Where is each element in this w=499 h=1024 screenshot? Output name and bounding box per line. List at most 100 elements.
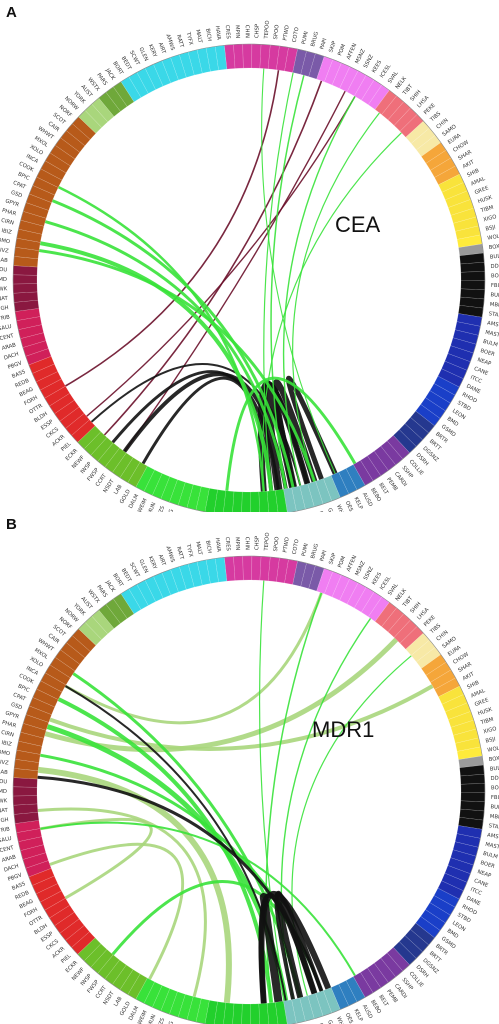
breed-label: AMST bbox=[487, 320, 499, 329]
chord-link bbox=[261, 132, 402, 492]
breed-label: PIEL bbox=[60, 953, 72, 965]
breed-label: BOX bbox=[488, 244, 499, 251]
breed-label: DACH bbox=[3, 351, 19, 361]
breed-segment bbox=[241, 491, 251, 512]
breed-label: MALT bbox=[194, 541, 203, 556]
breed-label: SLOU bbox=[0, 779, 7, 786]
breed-label: ANAT bbox=[0, 296, 9, 303]
breed-label: SALU bbox=[0, 836, 12, 845]
breed-segment bbox=[275, 1000, 288, 1024]
breed-label: BEAG bbox=[19, 386, 35, 398]
breed-label: TYFX bbox=[184, 543, 193, 559]
breed-label: BOX bbox=[488, 756, 499, 763]
chord-link bbox=[86, 96, 356, 417]
breed-label: BICH bbox=[204, 540, 212, 554]
chord-links bbox=[37, 580, 434, 1004]
breed-label: PAPI bbox=[319, 549, 328, 562]
breed-label: INCA bbox=[25, 665, 39, 677]
breed-segment bbox=[275, 488, 288, 512]
breed-segment bbox=[242, 43, 253, 69]
breed-label: BRUG bbox=[310, 543, 320, 559]
breed-label: AMAL bbox=[470, 176, 486, 187]
breed-label: MAAB bbox=[0, 257, 8, 264]
breed-label: KMUN bbox=[146, 1014, 158, 1024]
breed-segment bbox=[460, 280, 486, 291]
breed-label: OES bbox=[344, 1012, 354, 1024]
breed-label: COTO bbox=[292, 539, 301, 555]
breed-label: WOLF bbox=[487, 745, 499, 754]
breed-label: WHPG bbox=[164, 509, 175, 512]
breed-label: BASS bbox=[11, 369, 27, 380]
breed-label: AMWS bbox=[164, 33, 175, 51]
breed-label: DACH bbox=[3, 863, 19, 873]
breed-label: GREY bbox=[326, 507, 337, 512]
chord-link bbox=[258, 580, 287, 1001]
gene-label: CEA bbox=[335, 212, 381, 237]
breed-label: CIRN bbox=[0, 730, 14, 739]
breed-label: PUMI bbox=[301, 30, 310, 45]
breed-segment bbox=[232, 1003, 243, 1024]
breed-label: GREE bbox=[474, 697, 490, 708]
breed-label: BSJI bbox=[485, 736, 496, 744]
breed-label: MPIN bbox=[234, 537, 241, 551]
breed-label: PTWD bbox=[282, 537, 290, 553]
breed-label: CHIN bbox=[244, 25, 250, 38]
breed-label: WHIP bbox=[335, 1016, 346, 1024]
breed-segment bbox=[12, 777, 38, 788]
chord-link bbox=[285, 375, 338, 481]
chord-link bbox=[270, 75, 305, 489]
breed-label: BULM bbox=[482, 851, 498, 861]
chord-links bbox=[38, 68, 402, 492]
breed-label: IBIZ bbox=[1, 228, 13, 236]
breed-label: GPYR bbox=[4, 198, 20, 208]
breed-label: AZWK bbox=[0, 798, 8, 805]
breed-label: PHAR bbox=[1, 720, 17, 730]
breed-segment bbox=[250, 1003, 260, 1024]
breed-label: BOST bbox=[491, 273, 499, 279]
breed-label: GLEN bbox=[137, 47, 149, 63]
breed-label: ITCC bbox=[469, 375, 483, 385]
panel-b-chord-diagram: B CRES MPIN CHIN CHSP TEPOO SPOO PTWD COTO PUMI B… bbox=[0, 516, 499, 1024]
breed-label: FBUL bbox=[491, 283, 499, 289]
breed-label: NEAP bbox=[476, 357, 492, 368]
chord-link bbox=[39, 817, 153, 900]
breed-label: PBGV bbox=[7, 872, 23, 883]
breed-label: SKIP bbox=[328, 552, 338, 566]
breed-label: POM bbox=[337, 555, 347, 569]
breed-label: SHIB bbox=[466, 680, 480, 691]
breed-label: XIGO bbox=[483, 726, 498, 735]
breed-segment bbox=[204, 1000, 218, 1024]
chord-link bbox=[225, 376, 357, 491]
breed-label: CANE bbox=[473, 878, 489, 889]
breed-label: TRIB bbox=[0, 826, 11, 834]
breed-label: HUSK bbox=[477, 707, 493, 718]
breed-segment bbox=[242, 555, 253, 581]
breed-label: CHSP bbox=[254, 535, 260, 550]
clade-ring bbox=[12, 43, 486, 512]
breed-label: AMWS bbox=[164, 545, 175, 563]
chord-link bbox=[49, 684, 434, 751]
breed-label: STAF bbox=[488, 823, 499, 831]
chord-link bbox=[49, 842, 185, 980]
breed-segment bbox=[460, 783, 486, 793]
breed-label: CRES bbox=[224, 537, 231, 552]
breed-label: BRUG bbox=[310, 31, 320, 47]
breed-label: GLEN bbox=[137, 559, 149, 575]
breed-segment bbox=[233, 555, 244, 581]
breed-segment bbox=[251, 43, 262, 69]
panel-letter: B bbox=[6, 516, 17, 533]
breed-label: GREE bbox=[474, 185, 490, 196]
breed-segment bbox=[460, 271, 486, 281]
breed-label: ARAB bbox=[1, 854, 17, 864]
breed-label: DDBX bbox=[490, 263, 499, 270]
breed-segment bbox=[12, 283, 38, 294]
chord-link bbox=[123, 90, 346, 452]
breed-label: KUVZ bbox=[0, 247, 9, 255]
breed-label: HAVA bbox=[214, 538, 222, 553]
chord-link bbox=[292, 112, 380, 482]
breed-label: REDB bbox=[14, 378, 30, 390]
breed-segment bbox=[251, 555, 262, 581]
breed-label: AIRT bbox=[157, 554, 167, 568]
breed-label: MAST bbox=[485, 842, 499, 851]
